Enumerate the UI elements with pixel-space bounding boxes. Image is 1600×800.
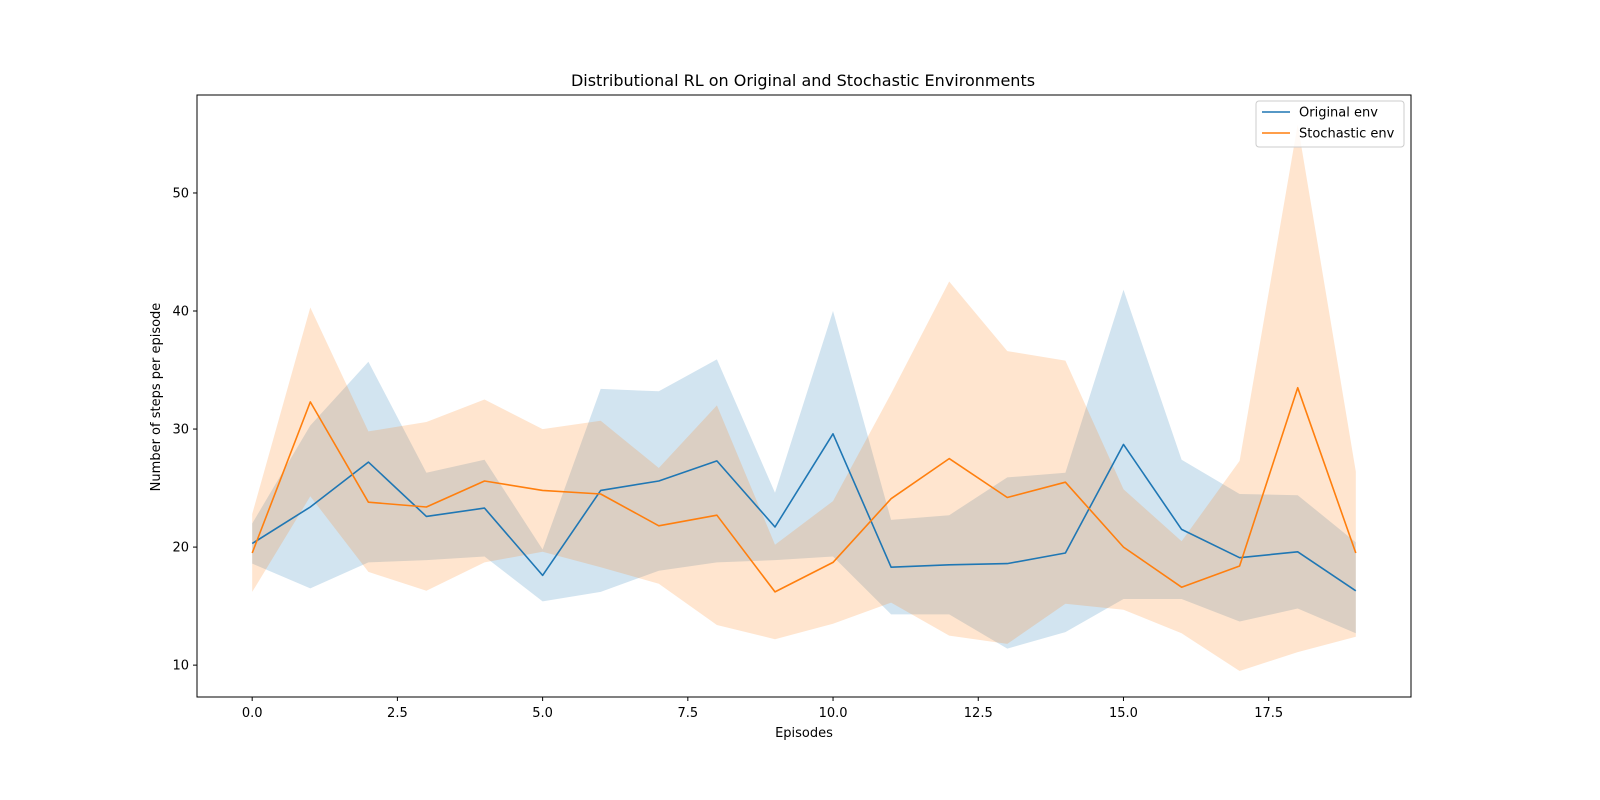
band-series-1: [252, 124, 1356, 671]
y-axis-label: Number of steps per episode: [149, 303, 164, 492]
x-tick-label: 2.5: [387, 706, 408, 721]
x-tick-label: 0.0: [242, 706, 263, 721]
x-axis-label: Episodes: [775, 726, 833, 741]
x-tick-label: 5.0: [532, 706, 553, 721]
x-tick-label: 15.0: [1109, 706, 1138, 721]
x-tick-label: 12.5: [964, 706, 993, 721]
confidence-bands: [252, 124, 1356, 671]
chart-title: Distributional RL on Original and Stocha…: [571, 71, 1035, 90]
legend: Original env Stochastic env: [1255, 100, 1405, 148]
y-tick-label: 50: [172, 186, 189, 201]
y-tick-label: 40: [172, 305, 189, 320]
x-tick-label: 7.5: [677, 706, 698, 721]
y-axis-ticks: 10 20 30 40 50: [172, 186, 197, 674]
y-tick-label: 20: [172, 541, 189, 556]
legend-label-0: Original env: [1299, 106, 1378, 121]
series-lines: [251, 386, 1357, 593]
x-tick-label: 17.5: [1254, 706, 1283, 721]
x-axis-ticks: 0.0 2.5 5.0 7.5 10.0 12.5 15.0 17.5: [242, 697, 1283, 721]
legend-label-1: Stochastic env: [1299, 127, 1395, 142]
y-tick-label: 10: [172, 659, 189, 674]
line-series-1: [251, 386, 1357, 593]
y-tick-label: 30: [172, 423, 189, 438]
legend-box: [1255, 100, 1405, 148]
x-tick-label: 10.0: [819, 706, 848, 721]
plot-area-frame: [196, 94, 1412, 698]
line-series-0: [251, 432, 1357, 592]
